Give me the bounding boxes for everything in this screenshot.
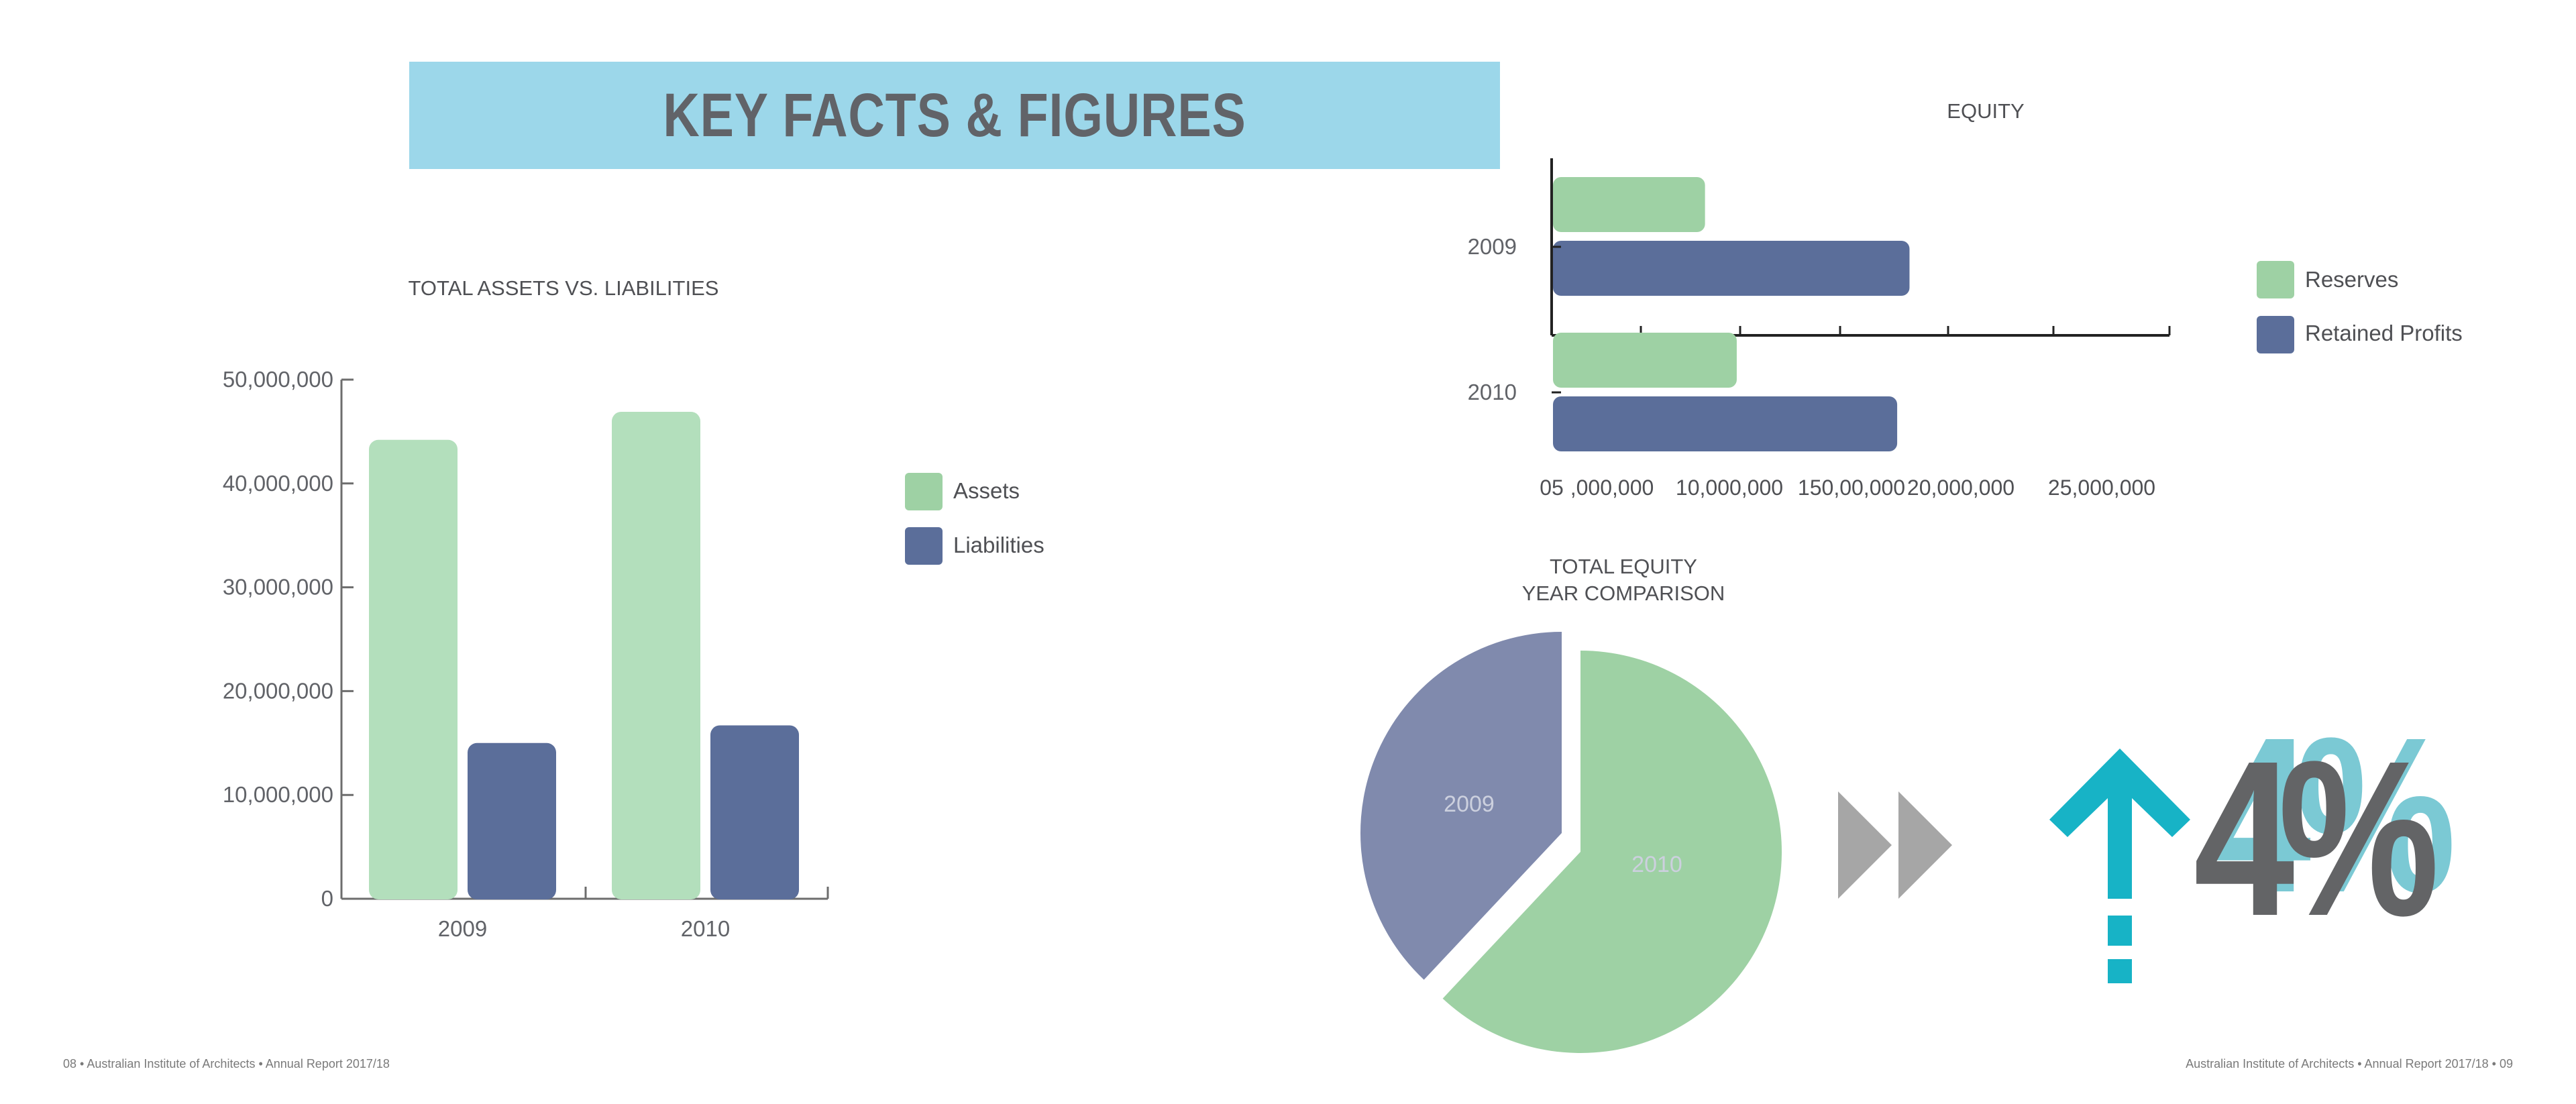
pie-chart-title-line-2: YEAR COMPARISON [1521,582,1725,605]
legend-swatch-reserves [2257,261,2294,298]
legend-label-liabilities: Liabilities [953,533,1044,557]
pie-chart-title-line-1: TOTAL EQUITY [1550,555,1697,578]
legend-swatch-liabilities [905,527,943,565]
x-tick-label: 25,000,000 [2048,476,2155,500]
y-tick-label: 40,000,000 [223,471,333,496]
bar-liabilities-2009 [468,742,556,899]
x-tick-label: 05 [1540,476,1564,500]
x-tick-label: 2009 [438,916,487,941]
y-tick-label: 20,000,000 [223,678,333,703]
bar-reserves-2010 [1553,333,1737,388]
bar-retained-profits-2009 [1553,241,1910,296]
bar-retained-profits-2010 [1553,396,1898,451]
fast-forward-icon [1838,791,1952,899]
bar-assets-2010 [612,411,700,899]
y-tick-label: 30,000,000 [223,575,333,600]
page-title: KEY FACTS & FIGURES [663,80,1246,150]
x-tick-label: 150,00,000 [1798,476,1905,500]
y-tick-label: 0 [321,886,333,911]
equity-pie-chart: 2009 2010 [1360,632,1782,1053]
percent-change-value: 4% [2194,714,2439,962]
assets-liabilities-chart: 0 10,000,000 20,000,000 30,000,000 40,000,00… [223,367,829,941]
equity-chart: 05,000,000 10,000,000 150,00,000 20,000,000… [1468,158,2171,500]
y-tick-label: 2010 [1468,380,1517,404]
y-tick-label: 10,000,000 [223,782,333,807]
legend-label-assets: Assets [953,478,1020,503]
pie-label-2010: 2010 [1631,852,1682,877]
arrow-up-icon [2049,749,2190,983]
bar-liabilities-2010 [710,725,799,899]
x-tick-label: 10,000,000 [1676,476,1783,500]
x-tick-label: 2010 [681,916,730,941]
legend-swatch-assets [905,473,943,510]
footer-right: Australian Institute of Architects • Ann… [2186,1057,2513,1070]
y-tick-label: 2009 [1468,234,1517,259]
x-tick-label: ,000,000 [1570,476,1654,500]
assets-chart-title: TOTAL ASSETS VS. LIABILITIES [408,276,719,300]
bar-reserves-2009 [1553,177,1705,232]
legend-label-reserves: Reserves [2305,267,2399,292]
pie-label-2009: 2009 [1444,791,1495,817]
pie-slice-2010 [1442,651,1782,1053]
legend-swatch-retained-profits [2257,316,2294,353]
legend-label-retained-profits: Retained Profits [2305,321,2463,345]
equity-chart-title: EQUITY [1947,99,2025,123]
bar-assets-2009 [369,439,458,899]
percent-change-shadow: 4% [2210,691,2456,938]
footer-left: 08 • Australian Institute of Architects … [63,1057,390,1070]
pie-slice-2009 [1360,632,1562,980]
y-tick-label: 50,000,000 [223,367,333,392]
title-banner: KEY FACTS & FIGURES [409,62,1500,169]
x-tick-label: 20,000,000 [1907,476,2015,500]
